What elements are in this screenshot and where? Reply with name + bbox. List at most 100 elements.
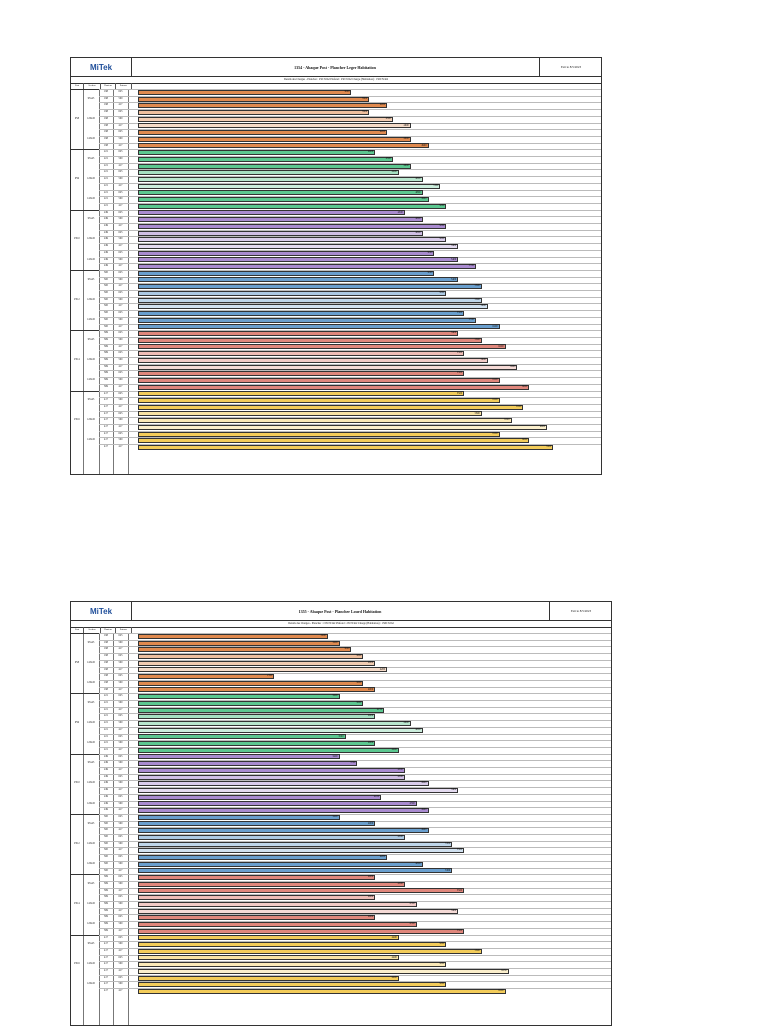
height-cell: 221 bbox=[104, 694, 108, 698]
span-bar bbox=[138, 901, 417, 907]
span-value: 4400 bbox=[391, 935, 397, 939]
span-value: 4100 bbox=[373, 794, 380, 798]
span-bar bbox=[138, 203, 447, 209]
height-cell: 249 bbox=[104, 794, 108, 798]
span-bar bbox=[138, 841, 453, 847]
row-divider bbox=[99, 887, 611, 889]
height-cell: 369 bbox=[104, 922, 108, 926]
row-divider bbox=[99, 189, 601, 191]
section-label: 95x45 bbox=[87, 277, 95, 281]
row-divider bbox=[99, 927, 611, 929]
span-bar bbox=[138, 680, 364, 686]
section-label: 95x45 bbox=[87, 217, 95, 221]
span-bar bbox=[138, 116, 393, 122]
row-divider bbox=[99, 894, 611, 896]
spacing-cell: 500 bbox=[118, 741, 123, 745]
spacing-cell: 417 bbox=[118, 203, 123, 207]
height-cell: 369 bbox=[104, 875, 108, 879]
span-value: 4000 bbox=[367, 741, 374, 745]
row-divider bbox=[99, 229, 601, 231]
span-value: 6200 bbox=[498, 344, 504, 348]
span-bar bbox=[138, 357, 488, 363]
section-label: 95x45 bbox=[87, 157, 95, 161]
section-label: 95x45 bbox=[87, 96, 95, 100]
section-label: 145x45 bbox=[87, 317, 95, 321]
height-cell: 249 bbox=[104, 781, 108, 785]
spacing-cell: 417 bbox=[118, 103, 123, 107]
height-cell: 417 bbox=[104, 942, 108, 946]
spacing-cell: 625 bbox=[118, 714, 123, 718]
spacing-cell: 625 bbox=[118, 411, 123, 415]
post-label: PS14 bbox=[74, 358, 80, 362]
span-value: 3800 bbox=[356, 680, 362, 684]
span-bar bbox=[138, 774, 405, 780]
section-label: 95x45 bbox=[87, 337, 95, 341]
row-divider bbox=[99, 968, 611, 969]
height-cell: 369 bbox=[104, 358, 108, 362]
span-bar bbox=[138, 217, 423, 223]
span-value: 4900 bbox=[421, 808, 427, 812]
span-value: 6400 bbox=[510, 364, 516, 368]
spacing-cell: 500 bbox=[118, 841, 123, 845]
section-label: 120x45 bbox=[87, 801, 95, 805]
span-value: 5500 bbox=[456, 351, 463, 355]
height-cell: 249 bbox=[104, 257, 108, 261]
height-cell: 249 bbox=[104, 761, 108, 765]
spacing-cell: 417 bbox=[118, 445, 123, 449]
span-value: 5300 bbox=[445, 841, 451, 845]
span-bar bbox=[138, 377, 500, 383]
row-divider bbox=[99, 874, 611, 876]
height-cell: 417 bbox=[104, 935, 108, 939]
section-label: 145x45 bbox=[87, 781, 95, 785]
row-divider bbox=[99, 827, 611, 829]
span-value: 5900 bbox=[480, 358, 486, 361]
span-bar bbox=[138, 130, 387, 136]
span-value: 4900 bbox=[421, 828, 427, 832]
spacing-cell: 625 bbox=[118, 694, 123, 698]
span-bar bbox=[138, 640, 340, 646]
span-value: 4600 bbox=[403, 136, 409, 140]
mitek-logo: MiTek bbox=[71, 58, 132, 76]
span-bar bbox=[138, 163, 411, 169]
span-value: 4700 bbox=[409, 922, 415, 926]
spacing-cell: 625 bbox=[118, 90, 123, 94]
span-value: 6250 bbox=[501, 969, 507, 972]
span-value: 3400 bbox=[332, 694, 338, 698]
span-bar bbox=[138, 848, 465, 854]
span-bar bbox=[138, 183, 441, 189]
row-divider bbox=[99, 646, 611, 648]
span-bar bbox=[138, 741, 376, 747]
row-divider bbox=[99, 370, 601, 372]
spacing-cell: 625 bbox=[118, 955, 123, 959]
span-bar bbox=[138, 136, 411, 142]
span-bar bbox=[138, 150, 376, 156]
row-divider bbox=[99, 733, 611, 735]
height-cell: 249 bbox=[104, 788, 108, 792]
span-value: 4400 bbox=[391, 975, 397, 979]
span-value: 5400 bbox=[450, 331, 457, 335]
row-divider bbox=[99, 847, 611, 849]
row-divider bbox=[99, 713, 611, 715]
span-value: 5200 bbox=[439, 291, 445, 294]
row-divider bbox=[99, 981, 611, 983]
spacing-cell: 625 bbox=[118, 170, 123, 174]
spacing-cell: 417 bbox=[118, 364, 123, 368]
spacing-cell: 417 bbox=[118, 969, 123, 973]
height-cell: 300 bbox=[104, 828, 108, 832]
span-bar bbox=[138, 230, 423, 236]
height-cell: 369 bbox=[104, 915, 108, 919]
height-cell: 300 bbox=[104, 835, 108, 839]
row-divider bbox=[99, 424, 601, 425]
spacing-cell: 500 bbox=[118, 962, 123, 966]
span-bar bbox=[138, 821, 376, 827]
row-divider bbox=[99, 129, 601, 131]
height-cell: 221 bbox=[104, 747, 108, 751]
spacing-cell: 500 bbox=[118, 197, 123, 201]
row-divider bbox=[99, 383, 601, 385]
row-divider bbox=[99, 249, 601, 251]
span-value: 5000 bbox=[427, 270, 433, 274]
height-cell: 369 bbox=[104, 331, 108, 335]
span-value: 6100 bbox=[492, 378, 498, 382]
span-value: 4500 bbox=[397, 768, 403, 771]
height-cell: 300 bbox=[104, 841, 108, 845]
